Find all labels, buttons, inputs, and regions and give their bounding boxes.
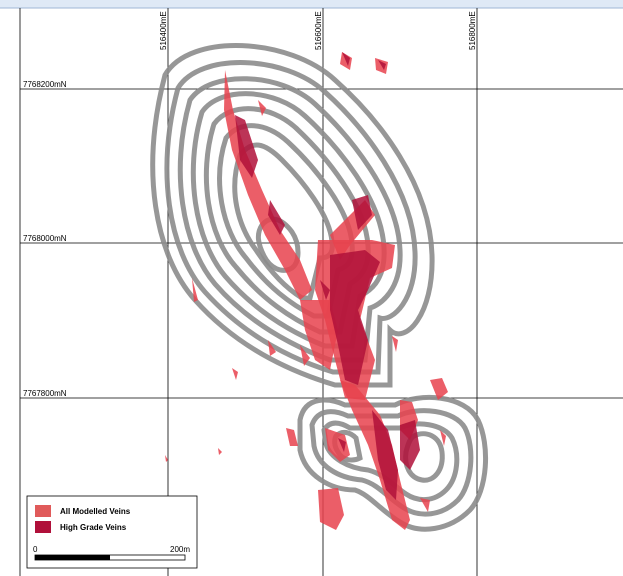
northing-label-7768200: 7768200mN: [23, 80, 67, 89]
easting-label-516800: 516800mE: [468, 11, 477, 50]
map-frame-top: [0, 0, 623, 8]
northing-label-7767800: 7767800mN: [23, 389, 67, 398]
scale-bar: 0 200m: [33, 545, 190, 561]
scale-bar-end: 200m: [170, 545, 190, 554]
legend: All Modelled Veins High Grade Veins 0 20…: [26, 495, 198, 569]
easting-label-516400: 516400mE: [159, 11, 168, 50]
pit-shell-main: [150, 42, 435, 388]
scale-bar-start: 0: [33, 545, 38, 554]
legend-swatch-all-modelled: [35, 505, 51, 517]
legend-label-high-grade: High Grade Veins: [60, 523, 127, 532]
veins-high-grade: [235, 52, 420, 500]
northing-label-7768000: 7768000mN: [23, 234, 67, 243]
legend-swatch-high-grade: [35, 521, 51, 533]
easting-label-516600: 516600mE: [314, 11, 323, 50]
legend-label-all-modelled: All Modelled Veins: [60, 507, 131, 516]
